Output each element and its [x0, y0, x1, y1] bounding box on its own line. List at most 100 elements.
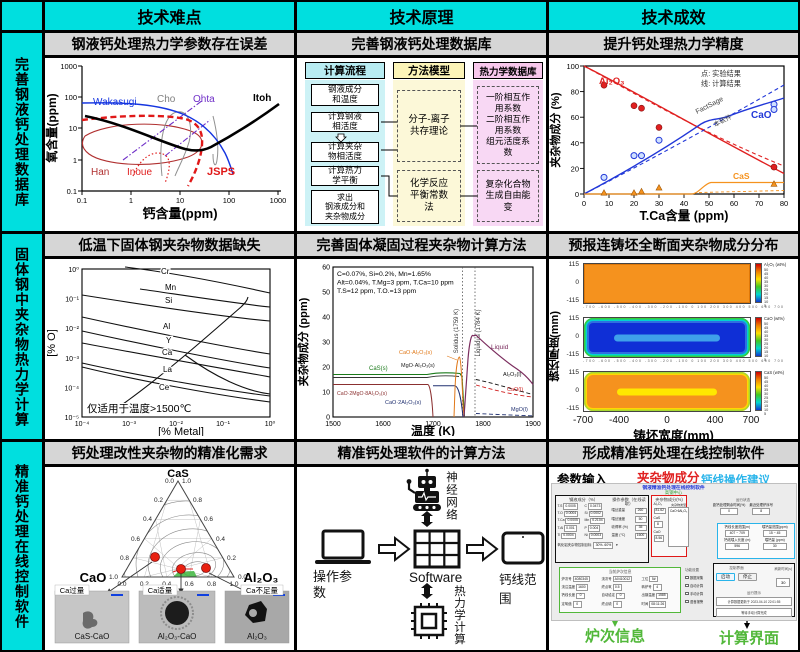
field-value[interactable]: 0.0005 [565, 517, 580, 525]
curve-itoh [84, 102, 280, 152]
operation-params-group: 操作参数（在线读取） 喂丝重量 260 喂丝速度 50 收得率 (%) 35 温度 (… [611, 496, 647, 540]
software-method-diagram: 操作参数 Software 钙线范围 神经网络 热力学计算 [297, 467, 546, 650]
model-coexistence-theory: 分子-离子 共存理论 [397, 90, 461, 162]
target-select[interactable]: 30%- 60% [593, 542, 614, 549]
wire-advice-panel: 钙线长度范围(m) 407 ~ 709 喂钙量范围(ppm) 15 ~ 45 钙线喂… [717, 523, 795, 559]
svg-text:Si: Si [165, 296, 172, 305]
field-value[interactable]: 0.001 [564, 525, 577, 532]
field-value[interactable]: 0.0004 [561, 532, 576, 540]
field-value[interactable]: 0.0003 [588, 532, 604, 540]
svg-text:1800: 1800 [475, 421, 491, 428]
al2o3-experiment-points [600, 81, 778, 171]
row-label-liquid-steel-database: 完善钢液钙处理数据库 [2, 33, 42, 231]
output-label: 钙线范围 [499, 573, 537, 606]
svg-text:1600: 1600 [375, 421, 391, 428]
svg-text:100: 100 [566, 62, 579, 71]
svg-text:Ce: Ce [159, 383, 170, 392]
model-equilibrium-constant: 化学反应 平衡常数 法 [397, 170, 461, 222]
field-value: 5# [649, 576, 659, 583]
solidification-chart: 0 10 20 30 40 50 60 1500 1600 1700 1800 1900 温度 (K… [297, 265, 541, 437]
flow-step-inclusion-activity: 计算夹杂 物相活度 [311, 141, 379, 162]
curve-cas [584, 181, 785, 195]
control-software-screenshot: 参数输入 夹杂物成分 钙线操作建议 炉次信息 计算界面 钢液精准钙处理在线控制软… [549, 467, 798, 650]
svg-text:CaO·2MgO·8Al₂O₃(s): CaO·2MgO·8Al₂O₃(s) [337, 391, 387, 397]
field-value[interactable]: 260 [634, 507, 647, 515]
start-button[interactable]: 启动 [716, 572, 735, 581]
db-panel [473, 80, 543, 226]
svg-text:CaO(l): CaO(l) [507, 387, 523, 393]
checkbox-item[interactable]: 语音报警 [685, 599, 710, 604]
svg-text:10⁻¹: 10⁻¹ [216, 421, 230, 428]
svg-text:20: 20 [322, 365, 330, 372]
svg-text:1.0: 1.0 [182, 478, 191, 485]
flow-step-result: 求出 钢液成分和 夹杂物成分 [311, 190, 379, 224]
field-value[interactable]: 0.004 [587, 525, 601, 532]
legend: 点: 实验结果 线: 计算结果 [701, 69, 741, 88]
checkbox-item[interactable]: 数据采集 [685, 575, 710, 580]
svg-text:10: 10 [69, 124, 77, 133]
callout-calc-interface: 计算界面 [719, 630, 780, 647]
stop-button[interactable]: 停止 [738, 572, 757, 581]
field-value[interactable]: 0.2104 [590, 517, 605, 525]
svg-text:100: 100 [64, 93, 77, 102]
scale-bar [197, 594, 209, 596]
field-value[interactable]: 1600 [634, 532, 647, 540]
field-value[interactable]: 0.0004 [563, 510, 579, 517]
svg-text:Mn: Mn [165, 283, 176, 292]
curve-jsps [81, 114, 204, 187]
down-arrow-icon [335, 133, 347, 143]
svg-text:0: 0 [575, 190, 579, 199]
model-header: 方法模型 [393, 62, 465, 79]
colorbar-al2o3 [755, 263, 762, 303]
temperature-note: 仅适用于温度>1500℃ [87, 402, 191, 415]
field-value[interactable]: 50 [634, 516, 647, 523]
field-value: 0 [612, 601, 622, 608]
svg-text:10⁻⁴: 10⁻⁴ [65, 385, 80, 392]
svg-text:CaO·Al₂O₃(s): CaO·Al₂O₃(s) [399, 350, 432, 356]
field-value: 30 [762, 543, 787, 550]
control-panel: 控制界面 启动 停止 刷新时间(s) 30 运行提示 计算数据更新于 2023-… [713, 563, 795, 617]
flow-step-equilibrium: 计算热力 学平衡 [311, 165, 379, 186]
row-label-online-control-software: 精准钙处理在线控制软件 [2, 442, 42, 650]
svg-text:40: 40 [322, 315, 330, 322]
ca-o-equilibrium-chart: 1000 100 10 1 0.1 0.1 1 10 100 1000 钙含量(ppm) 氧含量… [45, 62, 286, 221]
svg-text:0.8: 0.8 [120, 555, 129, 562]
checkbox-item[interactable]: 手动计算 [685, 591, 710, 596]
composition-annotation: C=0.07%, Si=0.2%, Mn=1.65% Alt=0.04%, T.M… [337, 271, 454, 295]
x-axis-label: 钙含量(ppm) [142, 206, 217, 221]
curve-cho [160, 111, 219, 177]
refresh-value-field[interactable]: 30 [776, 578, 791, 587]
heat-info-panel: 当前炉次信息 炉次号 4080345 浇次号 A0410012 工位 5# 浇注温度 1… [559, 567, 681, 613]
checkbox-item[interactable]: 自动计算 [685, 583, 710, 588]
svg-text:0: 0 [582, 199, 586, 208]
double-arrow-icon [421, 511, 433, 527]
field-value[interactable]: 0.0005 [563, 503, 578, 510]
field-value[interactable]: 0.0473 [587, 503, 603, 510]
cell-r1-effect: 提升钙处理热力学精度 100 80 60 40 20 0 0 10 20 30 40 50 60 70 8… [549, 33, 798, 231]
flow-arrow-icon [466, 535, 499, 563]
field-value[interactable]: 35 [634, 524, 647, 531]
cell-title: 形成精准钙处理在线控制软件 [549, 442, 798, 467]
svg-text:20: 20 [571, 164, 579, 173]
y-tick-labels: 10⁰ 10⁻¹ 10⁻² 10⁻³ 10⁻⁴ 10⁻⁵ [65, 266, 80, 422]
svg-text:Cr: Cr [161, 267, 170, 276]
micrograph-caption: CaS-CaO [75, 632, 110, 641]
svg-text:点: 实验结果: 点: 实验结果 [701, 69, 741, 78]
callout-inclusion-composition: 夹杂物成分 [637, 471, 700, 485]
field-value: 1585 [656, 592, 668, 600]
tablet-icon [501, 531, 545, 565]
svg-text:Alt=0.04%, T.Mg=3 ppm, T.Ca=10: Alt=0.04%, T.Mg=3 ppm, T.Ca=10 ppm [337, 280, 454, 287]
slab-heatmaps: 铸坯厚度(mm) 115 0 -115 Al₂O₃ (wt%) 50 45 40… [549, 259, 798, 439]
svg-text:Wakasugi: Wakasugi [93, 97, 137, 108]
scale-bar [111, 594, 123, 596]
y-axis-label: 铸坯厚度(mm) [549, 311, 561, 382]
process-header: 计算流程 [305, 62, 385, 79]
x-tick-labels: 10⁻⁴ 10⁻³ 10⁻² 10⁻¹ 10⁰ [75, 420, 276, 428]
app-subtitle: 高钢中心 [664, 490, 683, 495]
curve-inoue [132, 152, 170, 184]
cell-r2-effect: 预报连铸坯全断面夹杂物成分分布 铸坯厚度(mm) 115 0 -115 Al₂O… [549, 234, 798, 439]
y-axis-label: 氧含量(ppm) [45, 93, 59, 163]
column-header-difficulty: 技术难点 [45, 2, 294, 30]
svg-text:0.2: 0.2 [154, 497, 163, 504]
field-value[interactable]: 0.0002 [588, 510, 603, 517]
